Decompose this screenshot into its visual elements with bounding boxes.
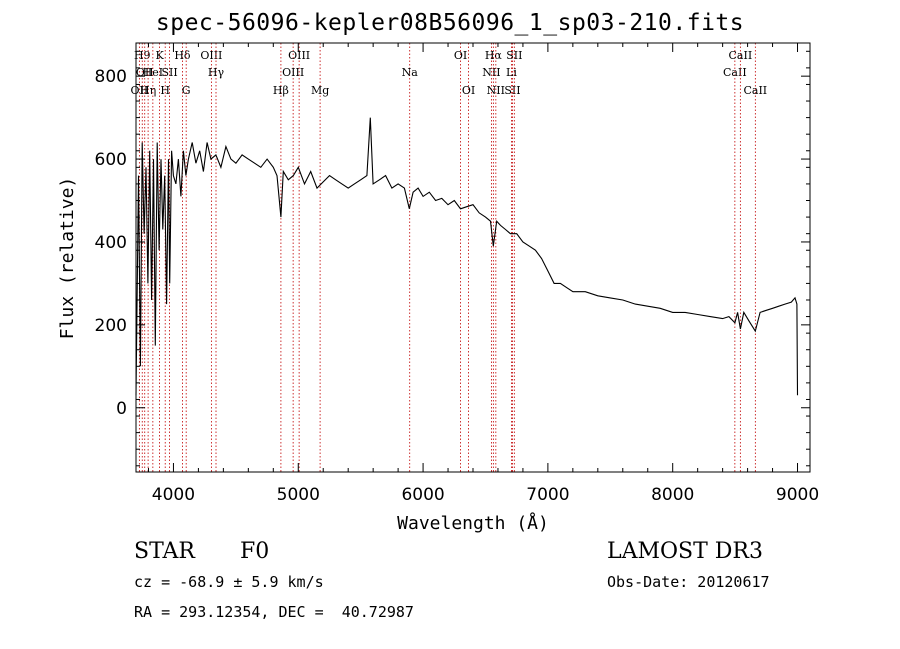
line-label: NII (487, 84, 505, 97)
x-axis-label: Wavelength (Å) (397, 512, 549, 534)
line-label: Mg (311, 84, 329, 97)
line-label: Hη (140, 84, 156, 97)
x-tick-label: 8000 (651, 485, 694, 505)
object-class: STAR (134, 539, 195, 564)
line-label: Hγ (208, 66, 225, 79)
line-label: Hδ (174, 49, 191, 62)
y-tick-label: 600 (95, 150, 127, 170)
line-label: H (160, 84, 170, 97)
plot-frame (135, 42, 811, 473)
coordinates: RA = 293.12354, DEC = 40.72987 (134, 603, 414, 621)
line-label: CaII (729, 49, 753, 62)
line-label: K (155, 49, 164, 62)
y-tick-label: 800 (95, 67, 127, 87)
y-tick-label: 400 (95, 233, 127, 253)
line-label: OIII (282, 66, 304, 79)
x-tick-label: 4000 (152, 485, 195, 505)
line-label: NII (482, 66, 500, 79)
observation-date: Obs-Date: 20120617 (607, 573, 770, 591)
line-label: Hα (485, 49, 503, 62)
line-label: Hβ (273, 84, 289, 97)
line-label: G (182, 84, 191, 97)
x-tick-label: 7000 (526, 485, 569, 505)
x-tick-label: 5000 (277, 485, 320, 505)
x-tick-label: 9000 (776, 485, 819, 505)
survey-name: LAMOST DR3 (607, 539, 763, 564)
line-label: OI (454, 49, 467, 62)
line-label: Na (402, 66, 419, 79)
line-label: HeI (143, 66, 163, 79)
line-label: CaII (723, 66, 747, 79)
redshift-velocity: cz = -68.9 ± 5.9 km/s (134, 573, 324, 591)
y-tick-label: 0 (116, 399, 127, 419)
line-label: OII (131, 84, 149, 97)
line-label: OIII (200, 49, 222, 62)
line-label: OI (462, 84, 475, 97)
line-label: SII (506, 49, 522, 62)
x-tick-label: 6000 (401, 485, 444, 505)
line-label: SII (161, 66, 177, 79)
line-label: H9 (134, 49, 151, 62)
chart-title: spec-56096-kepler08B56096_1_sp03-210.fit… (155, 10, 745, 36)
axis-ticks: 4000 5000 6000 7000 8000 9000 0 200 400 600 800 (95, 43, 819, 505)
line-label: OIII (288, 49, 310, 62)
object-subclass: F0 (240, 539, 270, 564)
spectral-line-markers: OIIH9OIIHηHeIKHSIIHδGOIIIHγHβOIIIOIIIMgN… (131, 43, 767, 472)
line-label: Li (506, 66, 517, 79)
line-label: CaII (743, 84, 767, 97)
line-label: SII (504, 84, 520, 97)
spectrum-series-line (135, 117, 799, 396)
y-axis-label: Flux (relative) (57, 177, 78, 340)
y-tick-label: 200 (95, 316, 127, 336)
